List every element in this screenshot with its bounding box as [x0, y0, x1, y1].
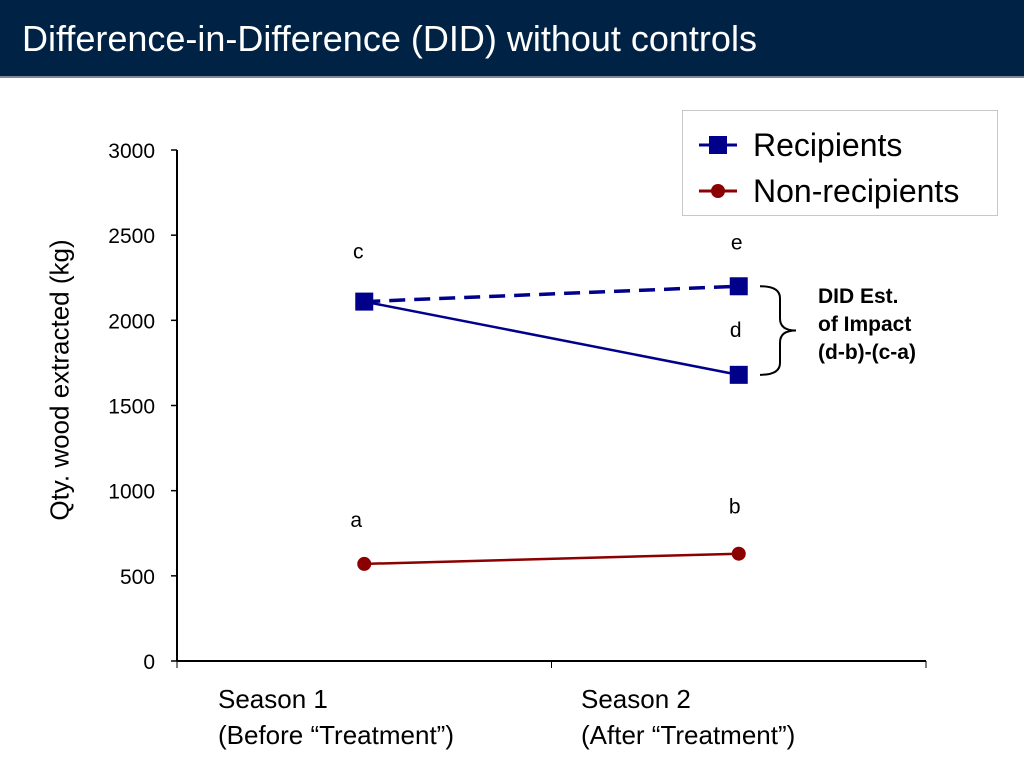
- series-line-recipients: [364, 300, 739, 377]
- title-bar: Difference-in-Difference (DID) without c…: [0, 0, 1024, 78]
- x-category-label-line: Season 2: [581, 684, 691, 714]
- y-tick-label: 3000: [108, 140, 155, 163]
- data-point-non-recipients: [357, 556, 372, 571]
- point-label-e: e: [731, 231, 743, 254]
- data-point-recipients: [355, 292, 374, 311]
- x-category-label-line: (After “Treatment”): [581, 720, 796, 750]
- legend-label-non-recipients: Non-recipients: [753, 172, 960, 209]
- y-tick-label: 1500: [108, 396, 155, 419]
- y-tick-label: 1000: [108, 481, 155, 504]
- y-tick-label: 500: [120, 566, 155, 589]
- data-point-non-recipients: [731, 546, 746, 561]
- x-category-label-season-1: Season 1 (Before “Treatment”): [218, 681, 454, 753]
- point-label-a: a: [350, 509, 362, 532]
- slide-title: Difference-in-Difference (DID) without c…: [22, 18, 757, 59]
- point-label-c: c: [353, 241, 364, 264]
- series-line-non-recipients: [364, 552, 739, 566]
- point-label-d: d: [730, 319, 742, 342]
- did-estimate-annotation: DID Est. of Impact (d-b)-(c-a): [818, 283, 916, 367]
- y-tick-label: 2000: [108, 310, 155, 333]
- annotation-line: (d-b)-(c-a): [818, 341, 916, 364]
- counterfactual-dashed-line: [364, 284, 739, 304]
- legend-item-recipients: Recipients: [699, 125, 902, 165]
- x-category-label-line: (Before “Treatment”): [218, 720, 454, 750]
- x-category-label-line: Season 1: [218, 684, 328, 714]
- y-axis-label: Qty. wood extracted (kg): [44, 239, 75, 521]
- legend-item-non-recipients: Non-recipients: [699, 171, 959, 211]
- y-tick-label: 2500: [108, 225, 155, 248]
- did-brace: [759, 285, 797, 376]
- counterfactual-point-marker: [729, 277, 748, 296]
- chart-legend: Recipients Non-recipients: [682, 110, 998, 216]
- data-point-recipients: [729, 365, 748, 384]
- annotation-line: of Impact: [818, 313, 912, 336]
- legend-circle-marker-icon: [699, 184, 737, 198]
- y-tick-label: 0: [143, 651, 155, 674]
- annotation-line: DID Est.: [818, 285, 899, 308]
- point-label-b: b: [729, 496, 741, 519]
- legend-label-recipients: Recipients: [753, 126, 903, 163]
- legend-square-marker-icon: [699, 136, 737, 154]
- x-category-label-season-2: Season 2 (After “Treatment”): [581, 681, 795, 753]
